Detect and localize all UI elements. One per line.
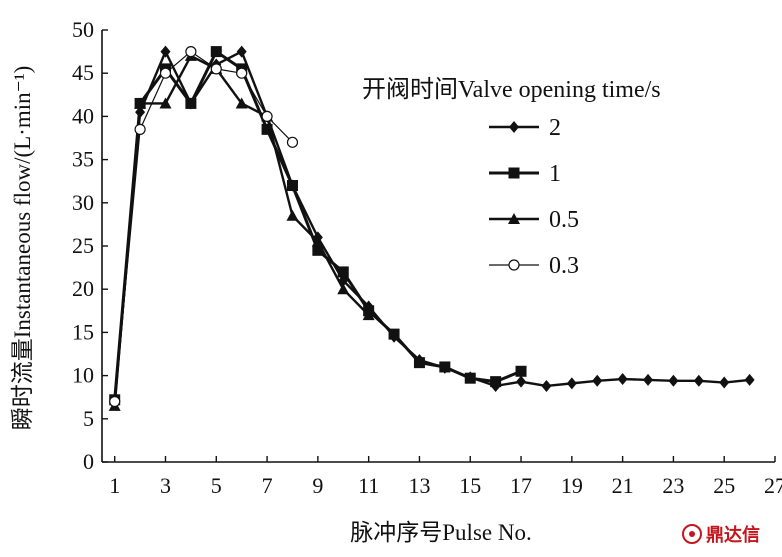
watermark: 鼎达信 bbox=[682, 524, 760, 546]
legend-marker bbox=[508, 167, 520, 179]
legend-label: 1 bbox=[549, 161, 561, 187]
data-point bbox=[109, 395, 121, 408]
y-tick-label: 20 bbox=[72, 276, 94, 301]
data-point bbox=[515, 365, 527, 377]
data-point bbox=[235, 97, 248, 109]
legend-marker bbox=[508, 259, 520, 271]
data-point bbox=[668, 374, 679, 387]
data-point bbox=[236, 67, 248, 79]
data-point bbox=[693, 374, 704, 387]
data-point bbox=[159, 67, 172, 79]
legend-label: 2 bbox=[549, 115, 561, 141]
data-point bbox=[236, 45, 247, 58]
series-layer bbox=[108, 45, 755, 411]
y-tick-label: 10 bbox=[72, 363, 94, 388]
data-point bbox=[439, 361, 451, 373]
watermark-text: 鼎达信 bbox=[706, 524, 760, 546]
legend-item: 0.3 bbox=[489, 253, 579, 279]
data-point bbox=[261, 110, 273, 123]
data-point bbox=[159, 97, 172, 109]
y-tick-label: 35 bbox=[72, 147, 94, 172]
x-tick-label: 21 bbox=[612, 473, 634, 498]
y-tick-label: 15 bbox=[72, 319, 94, 344]
data-point bbox=[286, 180, 298, 192]
data-point bbox=[134, 123, 146, 135]
x-tick-label: 19 bbox=[561, 473, 583, 498]
x-tick-label: 17 bbox=[510, 473, 532, 498]
data-point bbox=[311, 235, 324, 247]
watermark-logo-dot bbox=[689, 531, 695, 537]
data-point bbox=[464, 372, 476, 384]
data-point bbox=[643, 373, 654, 386]
series-triangle bbox=[108, 49, 375, 411]
legend-marker bbox=[509, 121, 519, 133]
y-tick-label: 40 bbox=[72, 103, 94, 128]
legend-label: 0.3 bbox=[549, 253, 579, 279]
x-tick-label: 23 bbox=[662, 473, 684, 498]
data-point bbox=[286, 136, 299, 148]
x-tick-label: 27 bbox=[764, 473, 782, 498]
data-point bbox=[210, 46, 222, 58]
y-tick-label: 5 bbox=[83, 406, 94, 431]
y-tick-label: 45 bbox=[72, 60, 94, 85]
series-circle-open bbox=[109, 45, 299, 408]
data-point bbox=[566, 377, 577, 390]
x-tick-label: 13 bbox=[408, 473, 430, 498]
legend: 开阀时间Valve opening time/s 2 1 0.5 0.3 bbox=[362, 76, 661, 279]
x-tick-label: 3 bbox=[160, 473, 171, 498]
legend-label: 0.5 bbox=[549, 207, 579, 233]
data-point bbox=[210, 63, 222, 75]
x-tick-label: 11 bbox=[358, 473, 379, 498]
x-axis-label: 脉冲序号Pulse No. bbox=[350, 520, 531, 545]
x-tick-label: 25 bbox=[713, 473, 735, 498]
data-point bbox=[617, 373, 628, 386]
data-point bbox=[185, 45, 197, 58]
data-point bbox=[592, 374, 603, 387]
data-point bbox=[719, 376, 730, 389]
data-point bbox=[134, 97, 147, 109]
legend-item: 1 bbox=[489, 161, 561, 187]
data-point bbox=[160, 45, 171, 58]
data-point bbox=[337, 283, 350, 295]
data-point bbox=[261, 123, 273, 135]
data-point bbox=[312, 244, 324, 256]
data-point bbox=[185, 97, 197, 109]
data-point bbox=[744, 373, 755, 386]
legend-title: 开阀时间Valve opening time/s bbox=[362, 76, 661, 103]
y-tick-label: 30 bbox=[72, 190, 94, 215]
y-tick-label: 25 bbox=[72, 233, 94, 258]
data-point bbox=[490, 376, 502, 388]
data-point bbox=[286, 209, 299, 221]
data-point bbox=[413, 357, 425, 369]
y-tick-label: 50 bbox=[72, 17, 94, 42]
data-point bbox=[362, 309, 375, 321]
legend-item: 0.5 bbox=[489, 207, 579, 233]
data-point bbox=[516, 375, 527, 388]
series-line bbox=[114, 50, 293, 402]
x-tick-label: 7 bbox=[262, 473, 273, 498]
y-axis-label: 瞬时流量Instantaneous flow/(L·min⁻¹) bbox=[10, 66, 35, 431]
x-tick-label: 1 bbox=[109, 473, 120, 498]
series-line bbox=[113, 50, 522, 400]
y-tick-label: 0 bbox=[83, 449, 94, 474]
legend-item: 2 bbox=[489, 115, 561, 141]
data-point bbox=[337, 266, 349, 278]
data-point bbox=[388, 328, 400, 340]
x-tick-label: 5 bbox=[211, 473, 222, 498]
legend-marker bbox=[508, 213, 520, 224]
x-tick-label: 9 bbox=[312, 473, 323, 498]
series-line bbox=[113, 50, 750, 402]
data-point bbox=[541, 379, 552, 392]
watermark-logo-icon bbox=[682, 524, 702, 544]
x-tick-label: 15 bbox=[459, 473, 481, 498]
